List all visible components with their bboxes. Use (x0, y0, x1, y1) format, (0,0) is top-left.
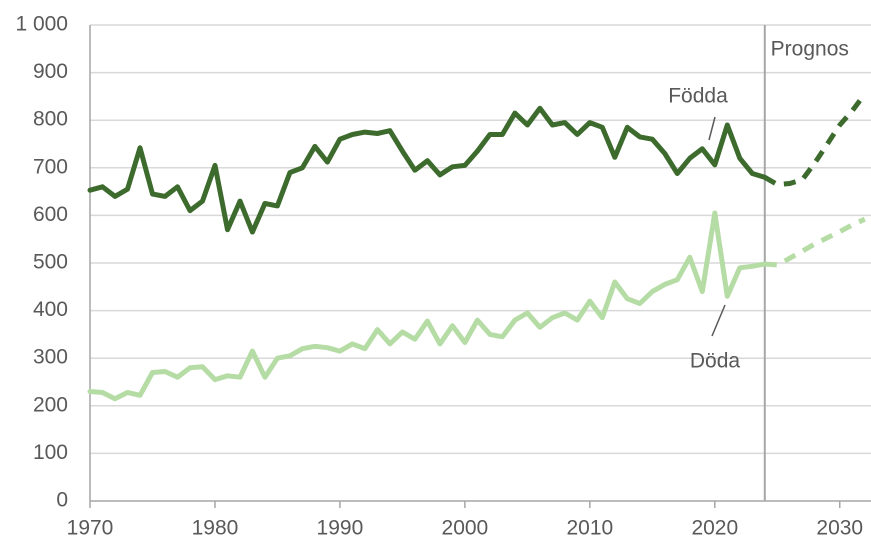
forecast-line-series (763, 92, 867, 187)
x-tick-label: 1970 (67, 517, 114, 540)
x-tick-label: 1980 (192, 517, 239, 540)
y-tick-label: 700 (33, 155, 68, 178)
x-tick-label: 2010 (566, 517, 613, 540)
x-tick-label: 2000 (442, 517, 489, 540)
y-tick-label: 600 (33, 203, 68, 226)
annotation: Prognos (771, 38, 849, 61)
y-tick-label: 400 (33, 298, 68, 321)
label-leader (711, 304, 726, 337)
forecast-line-series (764, 216, 866, 268)
series-label: Födda (668, 85, 728, 108)
series-label: Döda (690, 350, 741, 373)
line-series (87, 210, 768, 402)
x-tick-label: 1990 (317, 517, 364, 540)
label-leader (708, 116, 716, 141)
y-tick-label: 200 (33, 393, 68, 416)
y-tick-label: 500 (33, 251, 68, 274)
y-tick-label: 900 (33, 60, 68, 83)
y-tick-label: 300 (33, 346, 68, 369)
x-tick-label: 2030 (816, 517, 863, 540)
y-tick-label: 800 (33, 108, 68, 131)
y-tick-label: 100 (33, 441, 68, 464)
y-tick-label: 0 (56, 489, 68, 512)
y-tick-label: 1 000 (15, 13, 68, 36)
line-series (87, 105, 768, 235)
x-tick-label: 2020 (691, 517, 738, 540)
